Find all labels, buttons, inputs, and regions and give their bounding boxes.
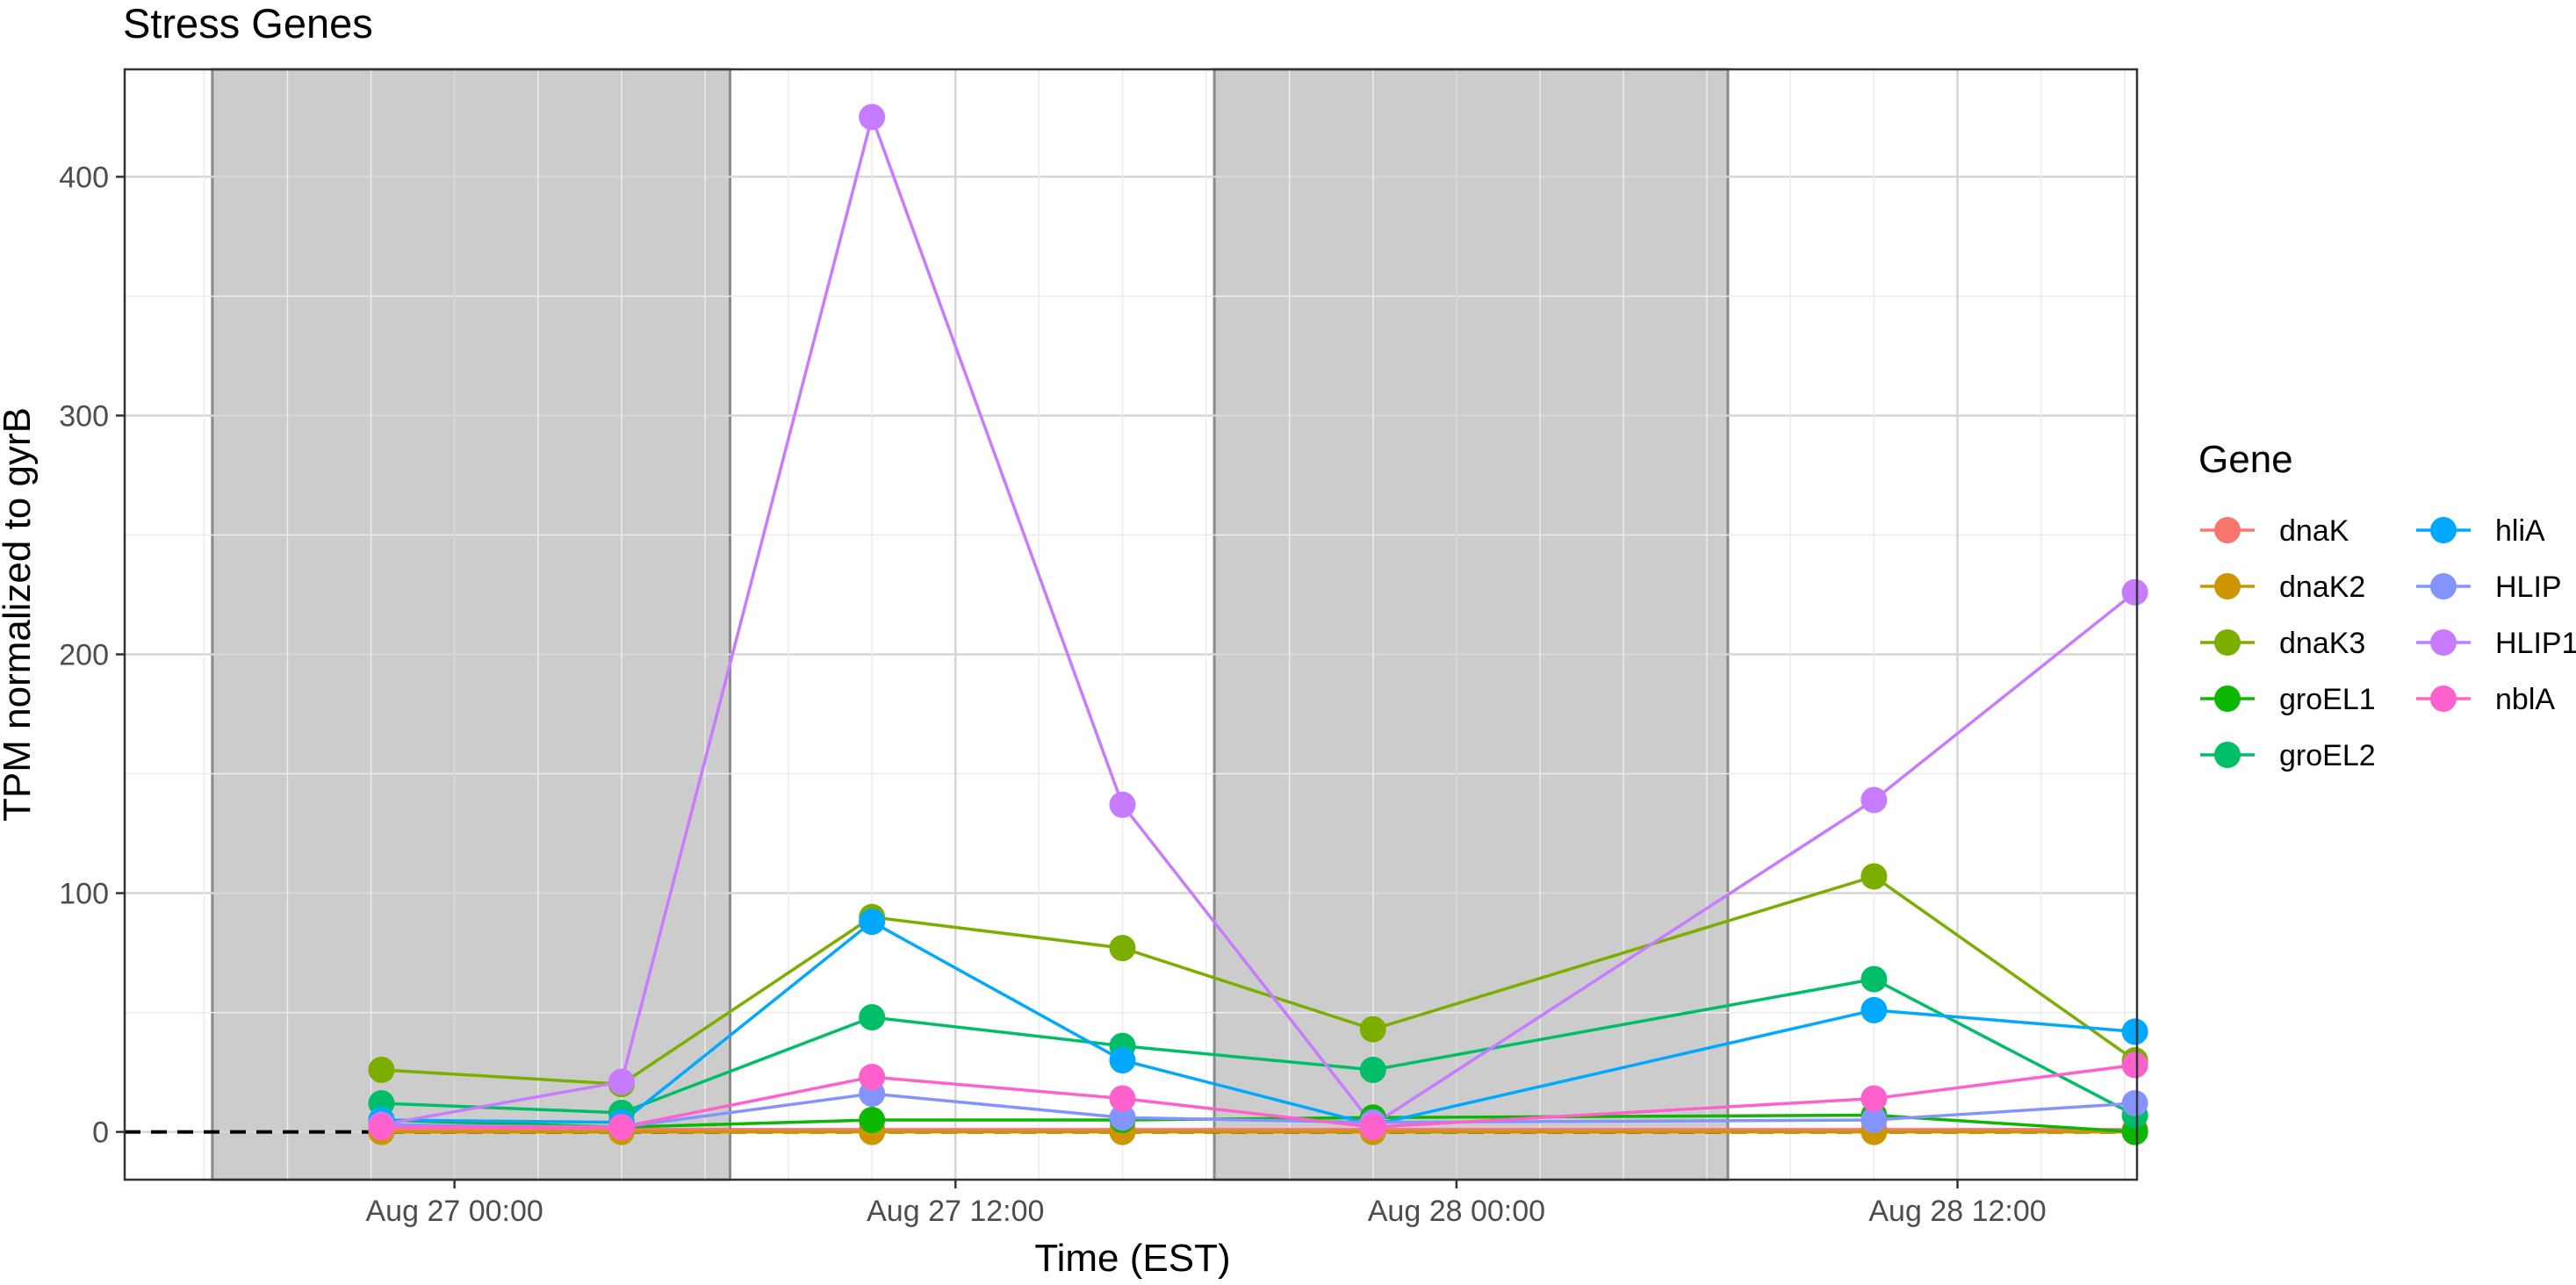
point-groEL2-5	[1359, 1056, 1386, 1083]
legend-key-point	[2430, 629, 2457, 656]
point-hliA-7	[2121, 1018, 2148, 1045]
legend-label: dnaK	[2279, 514, 2349, 548]
legend-label: hliA	[2495, 514, 2545, 548]
point-HLIP1-7	[2121, 578, 2148, 606]
legend-label: dnaK2	[2279, 571, 2365, 604]
legend-key-point	[2430, 517, 2457, 543]
legend-item-dnaK3: dnaK3	[2200, 627, 2365, 660]
legend-item-dnaK: dnaK	[2200, 514, 2349, 548]
series-points	[368, 104, 2148, 1145]
x-axis: Aug 27 00:00 Aug 27 12:00 Aug 28 00:00 Aug …	[366, 1180, 2047, 1228]
legend-label: dnaK3	[2279, 627, 2365, 660]
legend-key-point	[2430, 573, 2457, 599]
point-nblA-3	[859, 1064, 886, 1091]
legend-label: groEL1	[2279, 683, 2376, 716]
y-tick-label: 100	[59, 878, 109, 911]
x-tick-label: Aug 28 00:00	[1368, 1195, 1545, 1228]
point-HLIP-7	[2121, 1089, 2148, 1116]
point-dnaK3-6	[1860, 863, 1888, 890]
point-nblA-4	[1109, 1085, 1136, 1112]
legend-item-hliA: hliA	[2416, 514, 2545, 548]
legend-title: Gene	[2198, 438, 2293, 481]
point-nblA-2	[608, 1114, 635, 1141]
x-tick-label: Aug 27 12:00	[867, 1195, 1044, 1228]
point-HLIP1-2	[608, 1068, 635, 1095]
legend-item-HLIP: HLIP	[2416, 571, 2562, 604]
x-tick-label: Aug 28 12:00	[1868, 1195, 2046, 1228]
point-groEL2-6	[1860, 966, 1888, 993]
legend-key-point	[2214, 573, 2241, 599]
point-hliA-4	[1109, 1046, 1136, 1073]
y-tick-label: 400	[59, 161, 109, 194]
point-HLIP-6	[1860, 1106, 1888, 1133]
point-nblA-1	[368, 1114, 395, 1141]
legend-label: nblA	[2495, 683, 2555, 716]
legend-key-point	[2214, 629, 2241, 656]
y-tick-label: 300	[59, 399, 109, 433]
point-dnaK3-5	[1359, 1016, 1386, 1043]
y-tick-label: 0	[92, 1116, 109, 1150]
legend-item-nblA: nblA	[2416, 683, 2555, 716]
legend-item-dnaK2: dnaK2	[2200, 571, 2365, 604]
point-groEL1-3	[859, 1106, 886, 1133]
legend-key-point	[2214, 742, 2241, 768]
y-axis-label: TPM normalized to gyrB	[0, 407, 39, 822]
point-HLIP1-6	[1860, 786, 1888, 814]
point-dnaK3-1	[368, 1056, 395, 1083]
x-tick-label: Aug 27 00:00	[366, 1195, 543, 1228]
y-axis: 0 100 200 300 400	[59, 161, 125, 1150]
point-HLIP1-4	[1109, 791, 1136, 818]
legend-key-point	[2214, 686, 2241, 712]
legend-item-groEL1: groEL1	[2200, 683, 2376, 716]
point-groEL2-3	[859, 1004, 886, 1031]
legend-label: groEL2	[2279, 739, 2376, 772]
point-dnaK3-4	[1109, 935, 1136, 962]
point-HLIP-4	[1109, 1104, 1136, 1131]
legend-item-HLIP1: HLIP1	[2416, 627, 2576, 660]
x-axis-label: Time (EST)	[1034, 1237, 1230, 1280]
y-tick-label: 200	[59, 639, 109, 672]
legend-label: HLIP	[2495, 571, 2562, 604]
night-periods	[211, 68, 1730, 1181]
legend-item-groEL2: groEL2	[2200, 739, 2376, 772]
panel-border	[123, 68, 2139, 1181]
point-HLIP1-3	[859, 104, 886, 131]
legend-key-point	[2214, 517, 2241, 543]
legend-key-point	[2430, 686, 2457, 712]
point-hliA-3	[859, 908, 886, 936]
legend: Gene dnaK dnaK2 dnaK3 groEL1 groEL2 hliA HLIP H…	[2198, 438, 2576, 772]
point-nblA-5	[1359, 1114, 1386, 1141]
point-nblA-6	[1860, 1085, 1888, 1112]
chart-title: Stress Genes	[123, 0, 373, 47]
point-nblA-7	[2121, 1052, 2148, 1079]
legend-label: HLIP1	[2495, 627, 2576, 660]
point-hliA-6	[1860, 996, 1888, 1023]
